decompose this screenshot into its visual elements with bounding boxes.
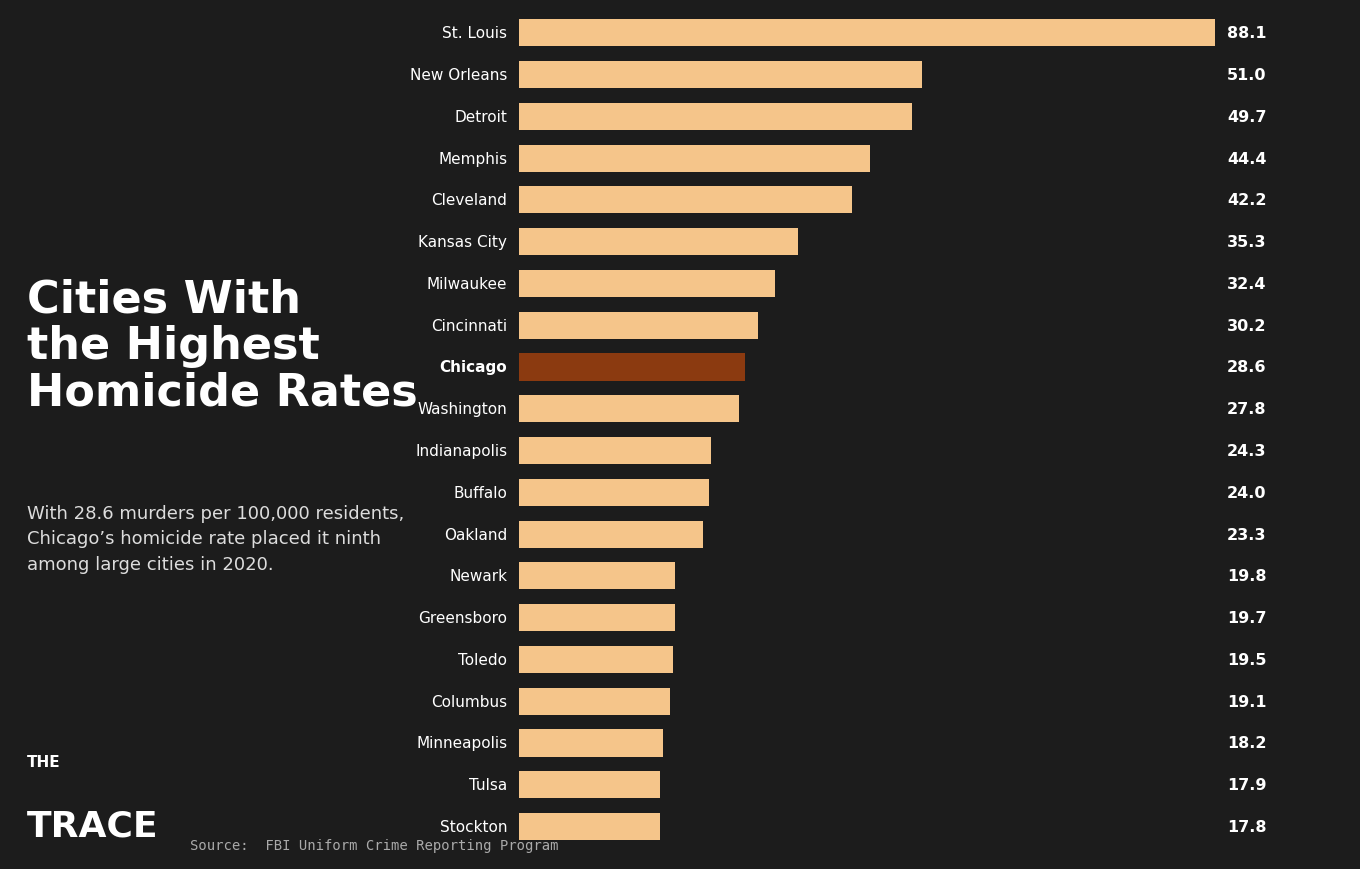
Text: 49.7: 49.7 xyxy=(1227,109,1266,124)
Text: With 28.6 murders per 100,000 residents,
Chicago’s homicide rate placed it ninth: With 28.6 murders per 100,000 residents,… xyxy=(27,504,404,574)
Bar xyxy=(520,437,711,465)
Text: 44.4: 44.4 xyxy=(1227,151,1266,166)
Text: 23.3: 23.3 xyxy=(1227,527,1266,542)
Bar xyxy=(520,813,660,840)
Text: 24.0: 24.0 xyxy=(1227,485,1266,501)
Text: Newark: Newark xyxy=(449,568,507,584)
Text: 30.2: 30.2 xyxy=(1227,318,1266,334)
Text: 32.4: 32.4 xyxy=(1227,276,1266,292)
Bar xyxy=(520,103,911,130)
Text: Toledo: Toledo xyxy=(458,652,507,667)
Text: St. Louis: St. Louis xyxy=(442,26,507,41)
Text: Tulsa: Tulsa xyxy=(469,778,507,793)
Text: Memphis: Memphis xyxy=(438,151,507,166)
Bar xyxy=(520,688,670,715)
Text: 19.1: 19.1 xyxy=(1227,694,1266,709)
Text: Columbus: Columbus xyxy=(431,694,507,709)
Bar xyxy=(520,521,703,548)
Bar xyxy=(520,772,661,799)
Text: Buffalo: Buffalo xyxy=(453,485,507,501)
Text: New Orleans: New Orleans xyxy=(409,68,507,83)
Text: 19.7: 19.7 xyxy=(1227,610,1266,626)
Text: Source:  FBI Uniform Crime Reporting Program: Source: FBI Uniform Crime Reporting Prog… xyxy=(190,838,559,852)
Text: Cincinnati: Cincinnati xyxy=(431,318,507,334)
Bar xyxy=(520,647,673,673)
Text: Indianapolis: Indianapolis xyxy=(415,443,507,459)
Bar xyxy=(520,62,922,89)
Bar xyxy=(520,604,675,632)
Bar xyxy=(520,479,709,507)
Text: 17.8: 17.8 xyxy=(1227,819,1266,834)
Text: Washington: Washington xyxy=(418,401,507,417)
Bar xyxy=(520,312,758,340)
Bar xyxy=(520,20,1216,47)
Text: 35.3: 35.3 xyxy=(1227,235,1266,250)
Bar xyxy=(520,145,870,172)
Text: Kansas City: Kansas City xyxy=(419,235,507,250)
Text: 28.6: 28.6 xyxy=(1227,360,1266,375)
Bar xyxy=(520,270,775,298)
Bar xyxy=(520,354,745,381)
Text: Milwaukee: Milwaukee xyxy=(427,276,507,292)
Text: Cleveland: Cleveland xyxy=(431,193,507,209)
Text: 42.2: 42.2 xyxy=(1227,193,1266,209)
Text: 51.0: 51.0 xyxy=(1227,68,1266,83)
Text: TRACE: TRACE xyxy=(27,809,159,843)
Text: 18.2: 18.2 xyxy=(1227,736,1266,751)
Text: THE: THE xyxy=(27,754,61,769)
Bar xyxy=(520,395,738,423)
Bar xyxy=(520,187,853,214)
Text: 27.8: 27.8 xyxy=(1227,401,1266,417)
Text: Chicago: Chicago xyxy=(439,360,507,375)
Bar xyxy=(520,229,798,256)
Text: Oakland: Oakland xyxy=(443,527,507,542)
Text: Cities With
the Highest
Homicide Rates: Cities With the Highest Homicide Rates xyxy=(27,278,418,414)
Text: Greensboro: Greensboro xyxy=(418,610,507,626)
Text: 19.8: 19.8 xyxy=(1227,568,1266,584)
Text: Detroit: Detroit xyxy=(454,109,507,124)
Text: Stockton: Stockton xyxy=(439,819,507,834)
Text: 19.5: 19.5 xyxy=(1227,652,1266,667)
Bar xyxy=(520,730,662,757)
Text: 24.3: 24.3 xyxy=(1227,443,1266,459)
Text: 88.1: 88.1 xyxy=(1227,26,1266,41)
Bar xyxy=(520,562,676,590)
Text: Minneapolis: Minneapolis xyxy=(416,736,507,751)
Text: 17.9: 17.9 xyxy=(1227,778,1266,793)
